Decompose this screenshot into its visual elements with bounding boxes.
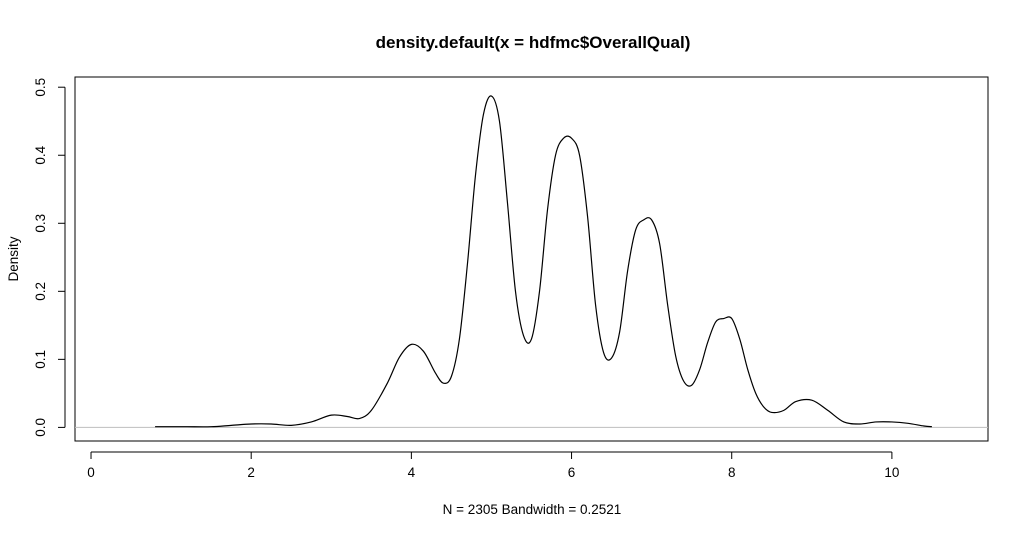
y-tick-label: 0.3 (33, 214, 48, 233)
y-tick-label: 0.2 (33, 282, 48, 301)
x-axis: 0 2 4 6 8 10 (87, 451, 899, 480)
x-tick-label: 10 (884, 465, 899, 480)
chart-title: density.default(x = hdfmc$OverallQual) (376, 33, 691, 52)
y-tick-label: 0.5 (33, 78, 48, 97)
y-axis: 0.0 0.1 0.2 0.3 0.4 0.5 (33, 78, 66, 437)
y-axis-label: Density (6, 236, 21, 281)
x-tick-label: 8 (728, 465, 736, 480)
x-axis-label: N = 2305 Bandwidth = 0.2521 (443, 502, 622, 517)
x-tick-label: 2 (247, 465, 255, 480)
y-tick-label: 0.4 (33, 145, 48, 164)
x-tick-label: 6 (568, 465, 576, 480)
x-tick-label: 0 (87, 465, 95, 480)
x-tick-label: 4 (408, 465, 416, 480)
density-line (155, 95, 932, 428)
y-tick-label: 0.1 (33, 350, 48, 369)
plot-frame (74, 76, 989, 442)
y-tick-label: 0.0 (33, 418, 48, 437)
